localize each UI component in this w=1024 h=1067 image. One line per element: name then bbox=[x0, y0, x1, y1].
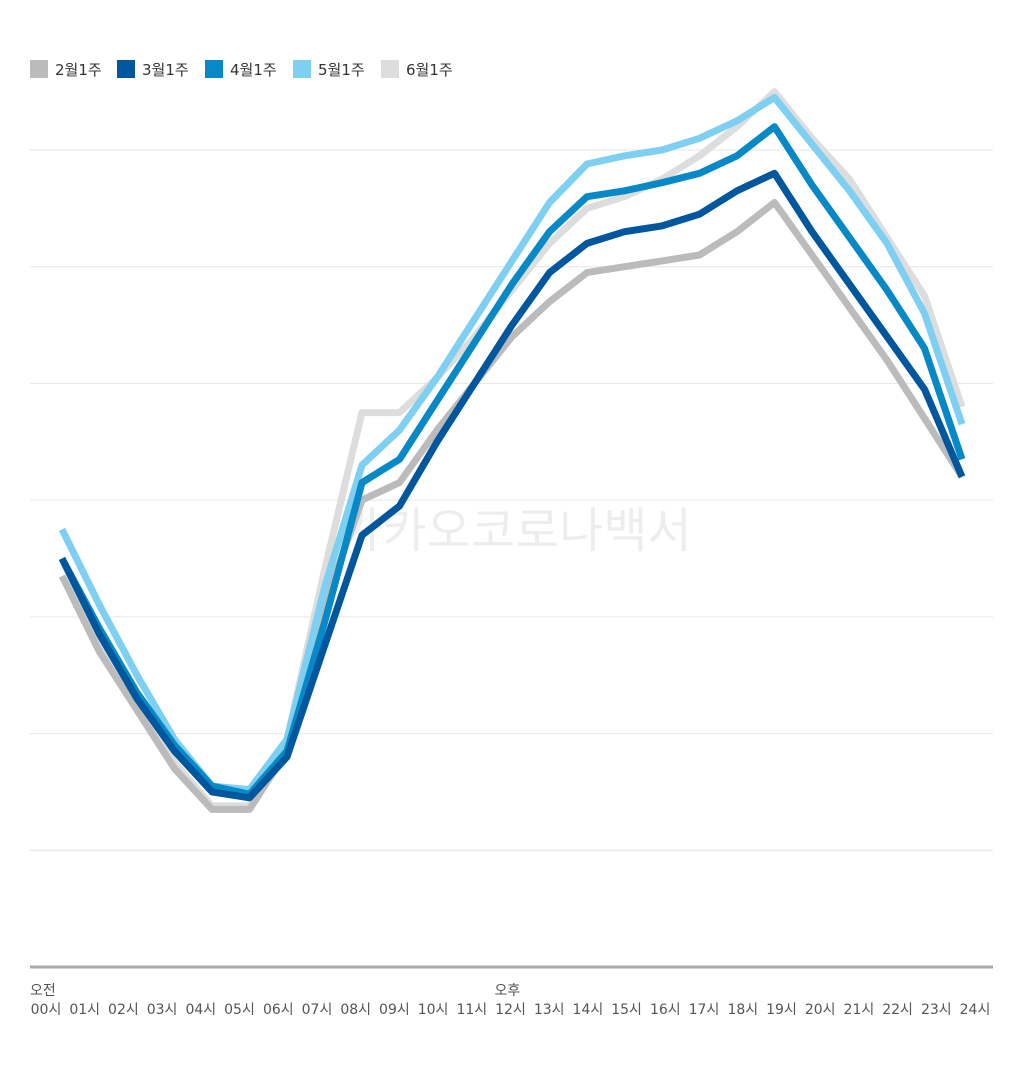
x-tick-label: 12시 bbox=[495, 1002, 526, 1018]
x-tick-label: 23시 bbox=[921, 1002, 952, 1018]
x-tick-label: 00시 bbox=[31, 1002, 62, 1018]
x-tick-label: 04시 bbox=[185, 1002, 216, 1018]
period-label: 오후 bbox=[495, 983, 521, 999]
series-4-1--line bbox=[58, 123, 966, 798]
period-labels: 오전 오후 bbox=[30, 983, 520, 999]
x-tick-label: 11시 bbox=[456, 1002, 487, 1018]
series-2-1--line bbox=[58, 199, 965, 813]
legend-item-3-1-[interactable]: 3월1주 bbox=[117, 60, 189, 79]
legend-item-6-1-[interactable]: 6월1주 bbox=[381, 60, 453, 79]
x-tick-labels: 00시 01시 02시 03시 04시 05시 06시 07시 08시 09시 10시 11시 12시 1… bbox=[31, 1002, 991, 1018]
legend-swatch bbox=[293, 60, 311, 78]
x-tick-label: 16시 bbox=[650, 1002, 681, 1018]
legend-swatch bbox=[30, 60, 48, 78]
x-tick-label: 09시 bbox=[379, 1002, 410, 1018]
legend-swatch bbox=[205, 60, 223, 78]
x-tick-label: 01시 bbox=[69, 1002, 100, 1018]
x-tick-label: 05시 bbox=[224, 1002, 255, 1018]
x-tick-label: 20시 bbox=[805, 1002, 836, 1018]
legend-label: 5월1주 bbox=[318, 61, 365, 79]
legend-item-5-1-[interactable]: 5월1주 bbox=[293, 60, 365, 79]
legend-label: 3월1주 bbox=[142, 61, 189, 79]
x-tick-label: 10시 bbox=[418, 1002, 449, 1018]
period-label: 오전 bbox=[30, 983, 56, 999]
x-tick-label: 02시 bbox=[108, 1002, 139, 1018]
legend-swatch bbox=[117, 60, 135, 78]
x-tick-label: 13시 bbox=[534, 1002, 565, 1018]
x-tick-label: 15시 bbox=[611, 1002, 642, 1018]
chart-legend: 2월1주 3월1주 4월1주 5월1주 6월1주 bbox=[30, 60, 453, 79]
x-tick-label: 07시 bbox=[302, 1002, 333, 1018]
legend-item-4-1-[interactable]: 4월1주 bbox=[205, 60, 277, 79]
legend-label: 6월1주 bbox=[406, 61, 453, 79]
x-tick-label: 14시 bbox=[573, 1002, 604, 1018]
watermark-text: 카카오코로나백서 bbox=[338, 503, 691, 559]
x-tick-label: 06시 bbox=[263, 1002, 294, 1018]
x-tick-label: 19시 bbox=[766, 1002, 797, 1018]
legend-label: 2월1주 bbox=[55, 61, 102, 79]
x-tick-label: 03시 bbox=[147, 1002, 178, 1018]
legend-item-2-1-[interactable]: 2월1주 bbox=[30, 60, 102, 79]
series-3-1--line bbox=[58, 169, 966, 802]
x-tick-label: 22시 bbox=[882, 1002, 913, 1018]
series-lines bbox=[58, 88, 966, 813]
legend-swatch bbox=[381, 60, 399, 78]
x-tick-label: 17시 bbox=[689, 1002, 720, 1018]
x-tick-label: 24시 bbox=[960, 1002, 991, 1018]
legend-label: 4월1주 bbox=[230, 61, 277, 79]
series-6-1--line bbox=[58, 88, 966, 810]
x-tick-label: 08시 bbox=[340, 1002, 371, 1018]
x-tick-label: 18시 bbox=[727, 1002, 758, 1018]
x-tick-label: 21시 bbox=[844, 1002, 875, 1018]
